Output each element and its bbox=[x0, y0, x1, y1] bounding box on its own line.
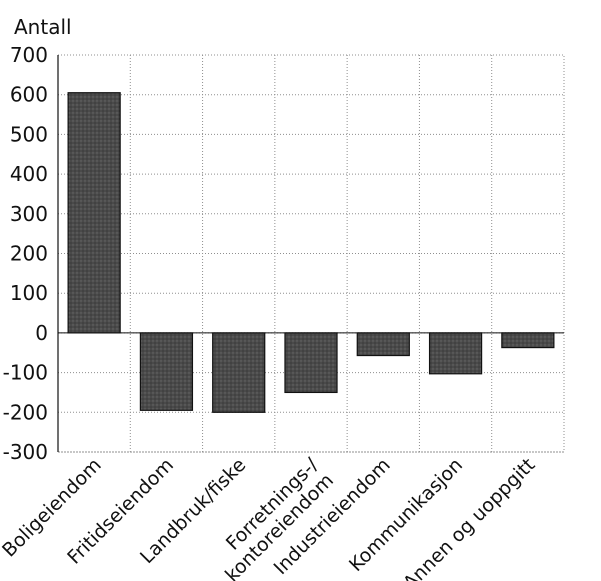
y-tick-label: 0 bbox=[35, 321, 48, 345]
y-tick-label: -200 bbox=[3, 400, 48, 424]
y-axis-title: Antall bbox=[14, 15, 72, 39]
bars-layer bbox=[67, 92, 555, 413]
y-tick-label: 200 bbox=[10, 242, 48, 266]
y-tick-label: 500 bbox=[10, 122, 48, 146]
y-tick-label: -100 bbox=[3, 361, 48, 385]
bar bbox=[501, 332, 555, 349]
x-category-labels: BoligeiendomFritidseiendomLandbruk/fiske… bbox=[0, 454, 539, 581]
y-tick-label: 700 bbox=[10, 43, 48, 67]
y-tick-label: 600 bbox=[10, 83, 48, 107]
y-tick-labels: -300 -200 -100 0 100 200 300 400 500 600 700 bbox=[3, 43, 48, 464]
bar bbox=[284, 332, 338, 394]
y-tick-label: 100 bbox=[10, 281, 48, 305]
y-tick-label: 400 bbox=[10, 162, 48, 186]
x-category-label: Annen og uoppgitt bbox=[399, 454, 539, 581]
bar bbox=[67, 92, 121, 334]
grid-layer bbox=[57, 54, 565, 453]
x-category-label-line: Annen og uoppgitt bbox=[399, 454, 539, 581]
y-tick-label: -300 bbox=[3, 440, 48, 464]
y-tick-label: 300 bbox=[10, 202, 48, 226]
bar bbox=[139, 332, 194, 411]
bar bbox=[428, 332, 483, 375]
bar bbox=[356, 332, 410, 357]
bar bbox=[212, 332, 266, 413]
